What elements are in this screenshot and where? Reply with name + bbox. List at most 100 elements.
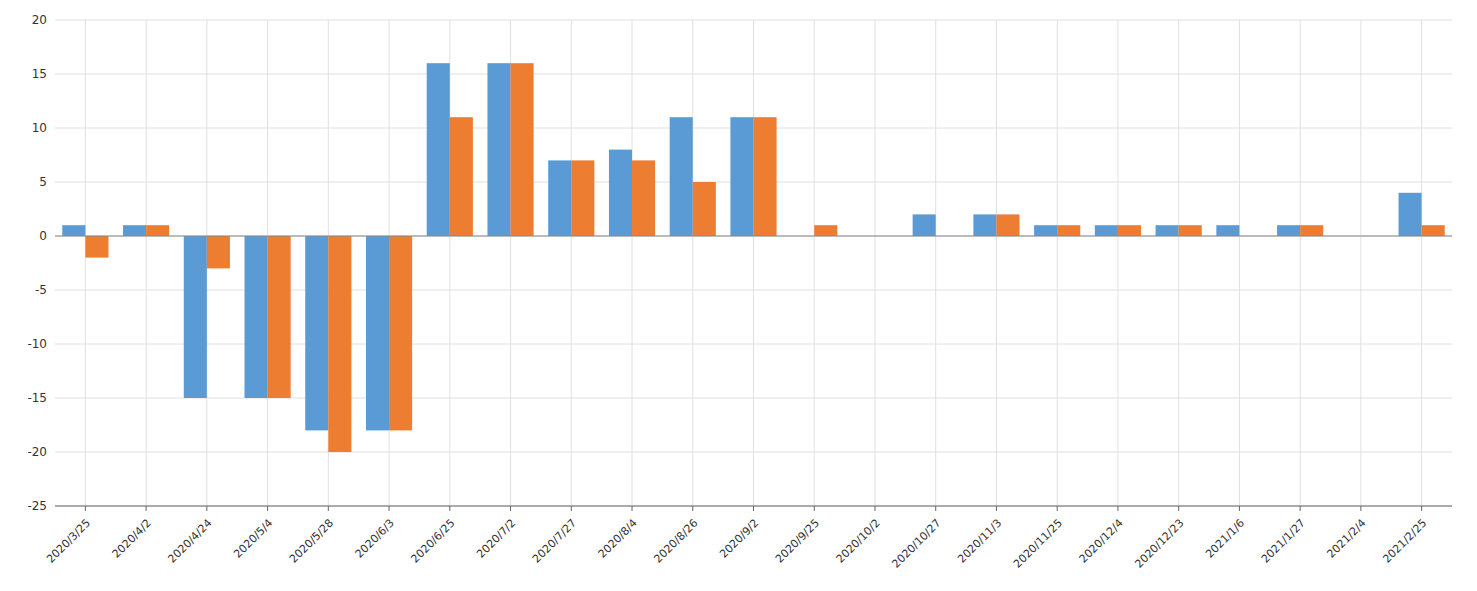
bar [670, 117, 693, 236]
bar [85, 236, 108, 258]
x-tick [146, 506, 147, 511]
y-tick-label: 0 [39, 229, 47, 243]
bar [123, 225, 146, 236]
x-tick-label: 2020/7/2 [474, 517, 518, 561]
x-tick [632, 506, 633, 511]
grid [55, 20, 1452, 506]
bar [146, 225, 169, 236]
bar [1300, 225, 1323, 236]
x-tick-label: 2020/10/27 [889, 517, 943, 571]
y-grid-line [55, 506, 1452, 507]
x-grid-line [1300, 20, 1301, 506]
x-tick-label: 2021/1/6 [1203, 517, 1247, 561]
bar [450, 117, 473, 236]
x-tick-label: 2020/12/4 [1077, 517, 1126, 566]
x-tick [389, 506, 390, 511]
x-tick [449, 506, 450, 511]
x-tick-label: 2021/2/4 [1325, 517, 1369, 561]
bar [389, 236, 412, 430]
x-grid-line [814, 20, 815, 506]
x-tick [996, 506, 997, 511]
bar [609, 150, 632, 236]
x-grid-line [1421, 20, 1422, 506]
x-tick [85, 506, 86, 511]
bar [1216, 225, 1239, 236]
x-tick-label: 2020/9/2 [717, 517, 761, 561]
bar [996, 214, 1019, 236]
x-tick-label: 2020/9/25 [773, 517, 822, 566]
x-grid-line [935, 20, 936, 506]
bars [62, 63, 1444, 452]
x-tick [1239, 506, 1240, 511]
x-grid-line [146, 20, 147, 506]
x-grid-line [1117, 20, 1118, 506]
bar [913, 214, 936, 236]
bar [366, 236, 389, 430]
x-tick-label: 2020/11/3 [955, 517, 1004, 566]
y-tick-label: 20 [32, 13, 47, 27]
x-tick-label: 2020/10/2 [834, 517, 883, 566]
x-grid-line [1239, 20, 1240, 506]
x-tick-label: 2020/4/24 [166, 517, 215, 566]
x-grid-line [692, 20, 693, 506]
x-grid-line [1360, 20, 1361, 506]
bar [1277, 225, 1300, 236]
x-grid-line [874, 20, 875, 506]
y-tick-label: -10 [27, 337, 47, 351]
x-tick-label: 2020/3/25 [44, 517, 93, 566]
bar [511, 63, 534, 236]
x-tick [874, 506, 875, 511]
series-bars [85, 63, 1444, 452]
x-tick [1057, 506, 1058, 511]
bar [328, 236, 351, 452]
x-tick [814, 506, 815, 511]
bar [1156, 225, 1179, 236]
bar [184, 236, 207, 398]
x-tick-label: 2021/1/27 [1259, 517, 1308, 566]
bar [632, 160, 655, 236]
bar [693, 182, 716, 236]
x-grid-line [1178, 20, 1179, 506]
y-tick-label: 10 [32, 121, 47, 135]
bar [973, 214, 996, 236]
x-tick-label: 2021/2/25 [1380, 517, 1429, 566]
x-tick-label: 2020/6/3 [353, 517, 397, 561]
x-grid-line [571, 20, 572, 506]
x-tick-label: 2020/8/4 [596, 517, 640, 561]
bar [1034, 225, 1057, 236]
x-tick [328, 506, 329, 511]
bar [268, 236, 291, 398]
x-tick-label: 2020/12/23 [1132, 517, 1186, 571]
bar [1179, 225, 1202, 236]
bar [62, 225, 85, 236]
x-tick-label: 2020/4/2 [110, 517, 154, 561]
y-tick-label: -5 [35, 283, 47, 297]
x-tick [267, 506, 268, 511]
bar [1057, 225, 1080, 236]
bar [1118, 225, 1141, 236]
x-grid-line [85, 20, 86, 506]
x-tick [510, 506, 511, 511]
x-tick [1300, 506, 1301, 511]
y-tick-label: 5 [39, 175, 47, 189]
bar [207, 236, 230, 268]
x-tick-label: 2020/8/26 [651, 517, 700, 566]
x-tick [1360, 506, 1361, 511]
bar [1095, 225, 1118, 236]
bar [1422, 225, 1445, 236]
x-tick-label: 2020/7/27 [530, 517, 579, 566]
bar [814, 225, 837, 236]
zero-line [55, 236, 1452, 237]
x-tick [1178, 506, 1179, 511]
x-tick [1421, 506, 1422, 511]
x-tick-label: 2020/11/25 [1011, 517, 1065, 571]
y-tick-label: 15 [32, 67, 47, 81]
bar [754, 117, 777, 236]
bar [487, 63, 510, 236]
x-grid-line [1057, 20, 1058, 506]
x-tick-label: 2020/5/4 [231, 517, 275, 561]
x-grid-line [996, 20, 997, 506]
y-tick-label: -20 [27, 445, 47, 459]
x-tick [571, 506, 572, 511]
y-tick-label: -25 [27, 499, 47, 513]
